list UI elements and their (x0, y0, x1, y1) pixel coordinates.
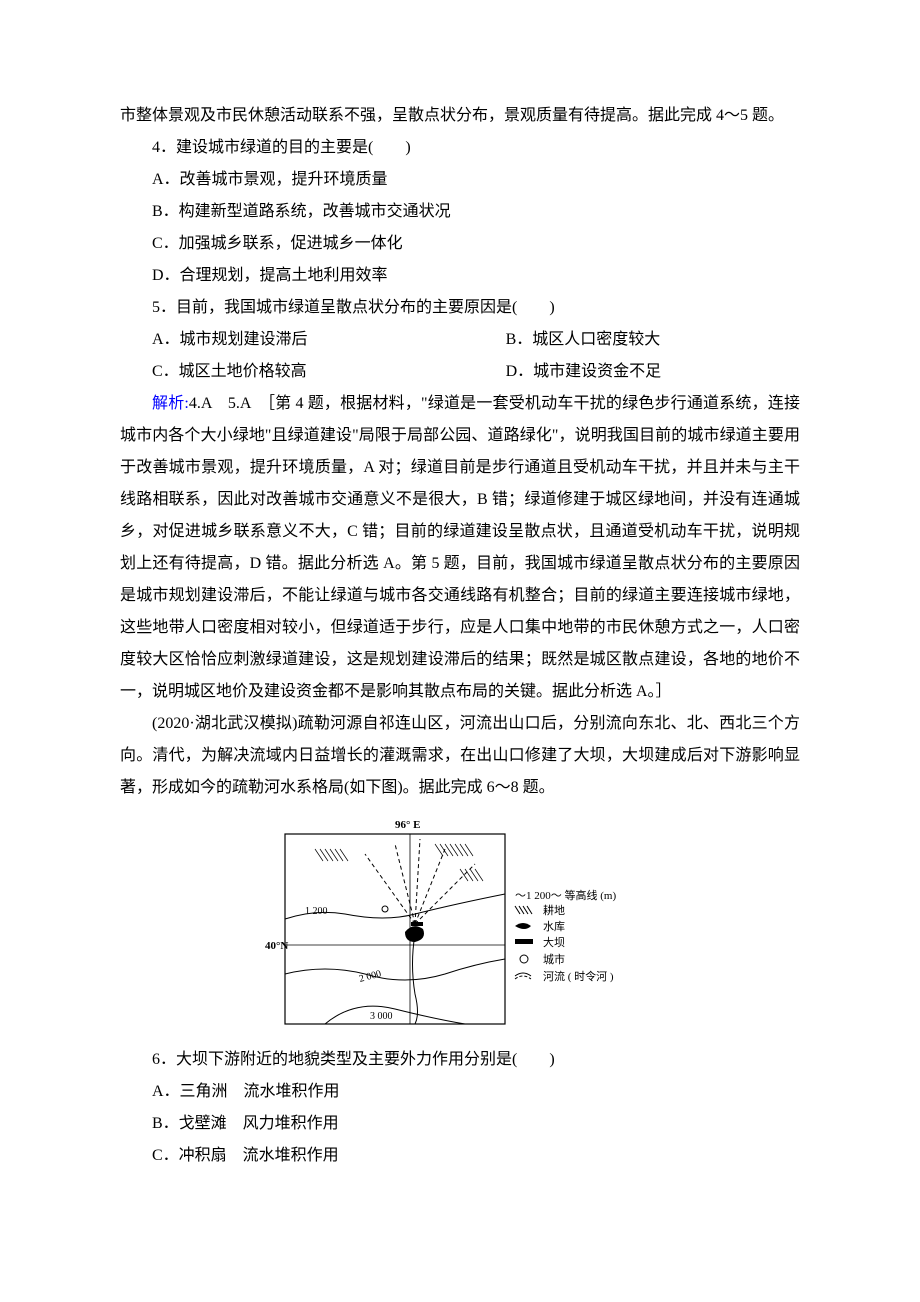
legend-river: 河流 ( 时令河 ) (543, 969, 614, 983)
lon-label: 96° E (395, 819, 421, 831)
intro-continuation: 市整体景观及市民休憩活动联系不强，呈散点状分布，景观质量有待提高。据此完成 4～… (120, 100, 800, 132)
legend-farmland: 耕地 (543, 903, 565, 917)
q5-option-b: B．城区人口密度较大 (474, 324, 800, 356)
q5-stem: 5．目前，我国城市绿道呈散点状分布的主要原因是( ) (120, 292, 800, 324)
contour-3000-label: 3 000 (370, 1011, 393, 1022)
legend: ～1 200～ 等高线 (m) 耕地 水库 大坝 城市 河流 ( 时令河 ) (515, 888, 616, 983)
q6-option-a: A．三角洲 流水堆积作用 (120, 1076, 800, 1108)
legend-dam-icon (515, 939, 533, 944)
lat-label: 40°N (265, 940, 288, 952)
q5-option-d: D．城市建设资金不足 (474, 356, 800, 388)
analysis-paragraph: 解析:4.A 5.A ［第 4 题，根据材料，"绿道是一套受机动车干扰的绿色步行… (120, 388, 800, 708)
q5-option-c: C．城区土地价格较高 (120, 356, 474, 388)
q4-stem: 4．建设城市绿道的目的主要是( ) (120, 132, 800, 164)
legend-reservoir-icon (515, 923, 531, 929)
q4-option-c: C．加强城乡联系，促进城乡一体化 (120, 228, 800, 260)
q6-stem: 6．大坝下游附近的地貌类型及主要外力作用分别是( ) (120, 1044, 800, 1076)
map-frame (285, 834, 505, 1024)
legend-city-icon (520, 955, 528, 963)
city-icon (382, 906, 388, 912)
contour-3000 (325, 1006, 465, 1024)
legend-river-icon (515, 973, 531, 976)
passage-2: (2020·湖北武汉模拟)疏勒河源自祁连山区，河流出山口后，分别流向东北、北、西… (120, 708, 800, 804)
map-figure: 96° E 40°N 1 200 2 000 3 000 (120, 814, 800, 1034)
legend-contour: ～1 200～ 等高线 (m) (515, 888, 616, 902)
analysis-body: 4.A 5.A ［第 4 题，根据材料，"绿道是一套受机动车干扰的绿色步行通道系… (120, 395, 800, 700)
contour-1200-label: 1 200 (305, 906, 328, 917)
legend-dam: 大坝 (543, 935, 565, 949)
farmland-hatch (315, 844, 483, 881)
legend-reservoir: 水库 (543, 920, 565, 933)
q6-option-c: C．冲积扇 流水堆积作用 (120, 1140, 800, 1172)
analysis-label: 解析: (152, 395, 189, 412)
q4-option-d: D．合理规划，提高土地利用效率 (120, 260, 800, 292)
q6-option-b: B．戈壁滩 风力堆积作用 (120, 1108, 800, 1140)
q5-option-a: A．城市规划建设滞后 (120, 324, 474, 356)
contour-2000 (285, 959, 505, 980)
contour-2000-label: 2 000 (358, 968, 383, 984)
q4-option-a: A．改善城市景观，提升环境质量 (120, 164, 800, 196)
q4-option-b: B．构建新型道路系统，改善城市交通状况 (120, 196, 800, 228)
legend-farmland-icon (515, 906, 532, 914)
legend-city: 城市 (543, 952, 565, 966)
legend-river-icon-dash (515, 976, 531, 979)
